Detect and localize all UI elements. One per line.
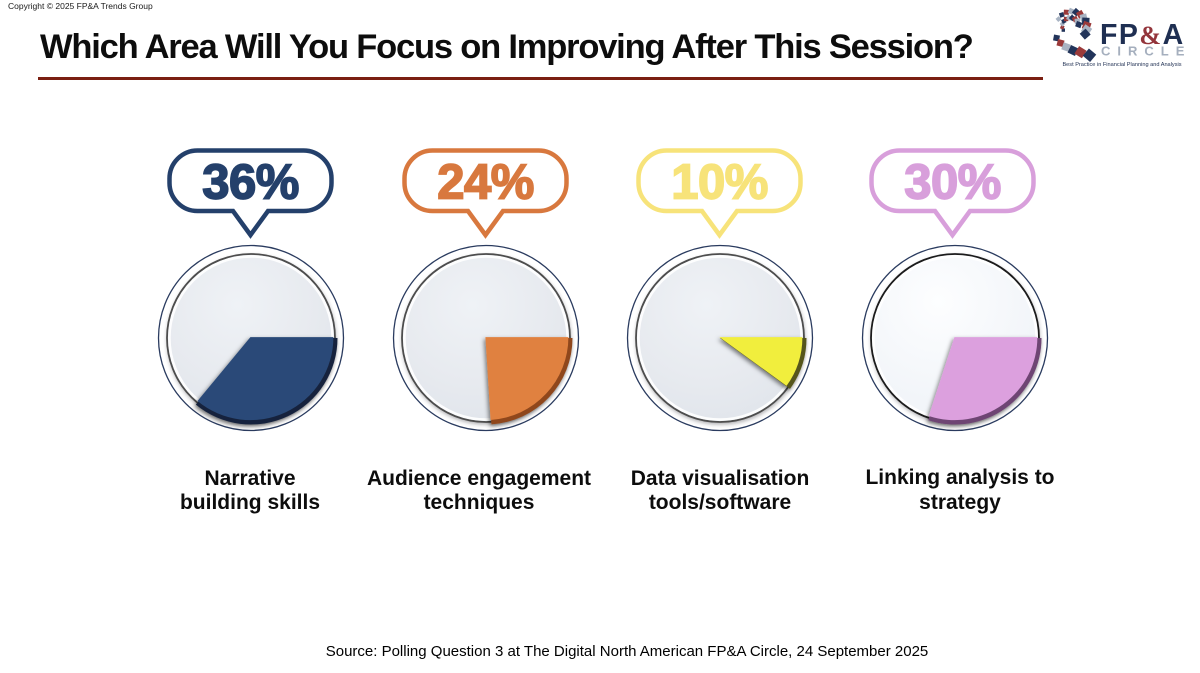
svg-text:FP&A: FP&A xyxy=(1100,19,1185,51)
svg-text:24%: 24% xyxy=(437,155,534,209)
svg-text:CIRCLE: CIRCLE xyxy=(1101,44,1191,59)
svg-text:Best Practice in Financial Pla: Best Practice in Financial Planning and … xyxy=(1062,62,1181,68)
svg-text:36%: 36% xyxy=(202,155,299,209)
svg-text:30%: 30% xyxy=(904,155,1001,209)
svg-text:10%: 10% xyxy=(671,155,768,209)
